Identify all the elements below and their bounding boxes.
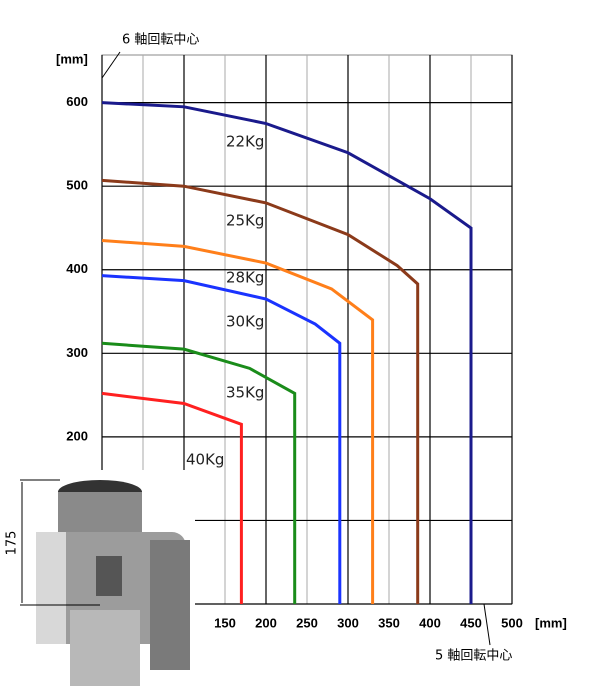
series-line <box>101 274 342 604</box>
robot <box>0 470 195 686</box>
series-label: 25Kg <box>226 212 264 230</box>
pointer <box>101 51 121 79</box>
series-label: 22Kg <box>226 133 264 151</box>
series-label: 35Kg <box>226 384 264 402</box>
y-axis-label: [mm] <box>56 51 88 66</box>
y-tick-label: 400 <box>66 261 88 276</box>
series-line <box>101 391 243 604</box>
x-tick-label: 300 <box>337 615 359 630</box>
series-line <box>101 178 420 604</box>
x-tick-label: 150 <box>214 615 236 630</box>
x-tick-label: 400 <box>419 615 441 630</box>
series-line <box>101 101 473 604</box>
x-tick-label: 350 <box>378 615 400 630</box>
lines <box>101 101 473 604</box>
series-label: 30Kg <box>226 313 264 331</box>
series-label: 40Kg <box>186 451 224 469</box>
y-tick-label: 300 <box>66 345 88 360</box>
y-tick-label: 500 <box>66 178 88 193</box>
pointer <box>483 603 491 646</box>
series-label: 28Kg <box>226 269 264 287</box>
series-line <box>101 239 375 604</box>
x-tick-label: 500 <box>501 615 523 630</box>
dimension-label: 175 <box>5 531 20 556</box>
x-tick-label: 200 <box>255 615 277 630</box>
x-tick-label: 450 <box>460 615 482 630</box>
x-tick-label: 250 <box>296 615 318 630</box>
y-tick-label: 600 <box>66 94 88 109</box>
x-axis-label: [mm] <box>535 615 567 630</box>
annotation: 5 軸回転中心 <box>435 649 512 664</box>
y-tick-label: 200 <box>66 428 88 443</box>
annotation: 6 軸回転中心 <box>122 33 199 48</box>
series-line <box>101 341 297 604</box>
